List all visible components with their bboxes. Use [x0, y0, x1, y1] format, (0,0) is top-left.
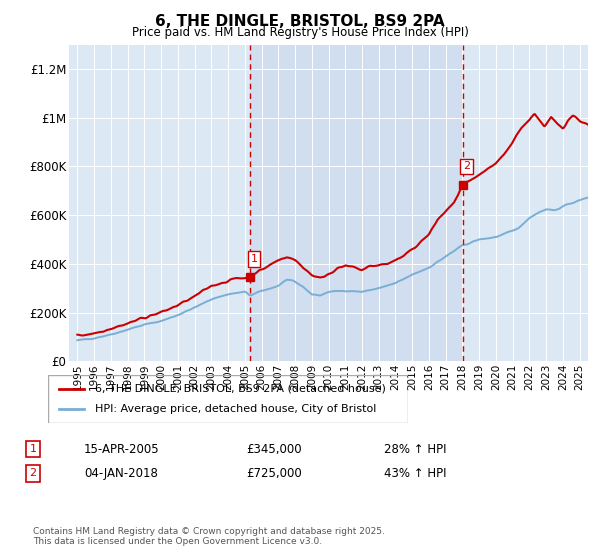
Text: 28% ↑ HPI: 28% ↑ HPI [384, 442, 446, 456]
Text: 15-APR-2005: 15-APR-2005 [84, 442, 160, 456]
Text: 04-JAN-2018: 04-JAN-2018 [84, 466, 158, 480]
Text: 6, THE DINGLE, BRISTOL, BS9 2PA (detached house): 6, THE DINGLE, BRISTOL, BS9 2PA (detache… [95, 384, 386, 394]
Bar [250, 45, 463, 361]
Text: Contains HM Land Registry data © Crown copyright and database right 2025.
This d: Contains HM Land Registry data © Crown c… [33, 526, 385, 546]
Text: 1: 1 [250, 254, 257, 264]
Text: 2: 2 [29, 468, 37, 478]
Text: £345,000: £345,000 [246, 442, 302, 456]
Text: Price paid vs. HM Land Registry's House Price Index (HPI): Price paid vs. HM Land Registry's House … [131, 26, 469, 39]
Text: £725,000: £725,000 [246, 466, 302, 480]
Text: 1: 1 [29, 444, 37, 454]
Text: 2: 2 [463, 161, 470, 171]
Text: 6, THE DINGLE, BRISTOL, BS9 2PA: 6, THE DINGLE, BRISTOL, BS9 2PA [155, 14, 445, 29]
Text: 43% ↑ HPI: 43% ↑ HPI [384, 466, 446, 480]
Text: HPI: Average price, detached house, City of Bristol: HPI: Average price, detached house, City… [95, 404, 376, 414]
